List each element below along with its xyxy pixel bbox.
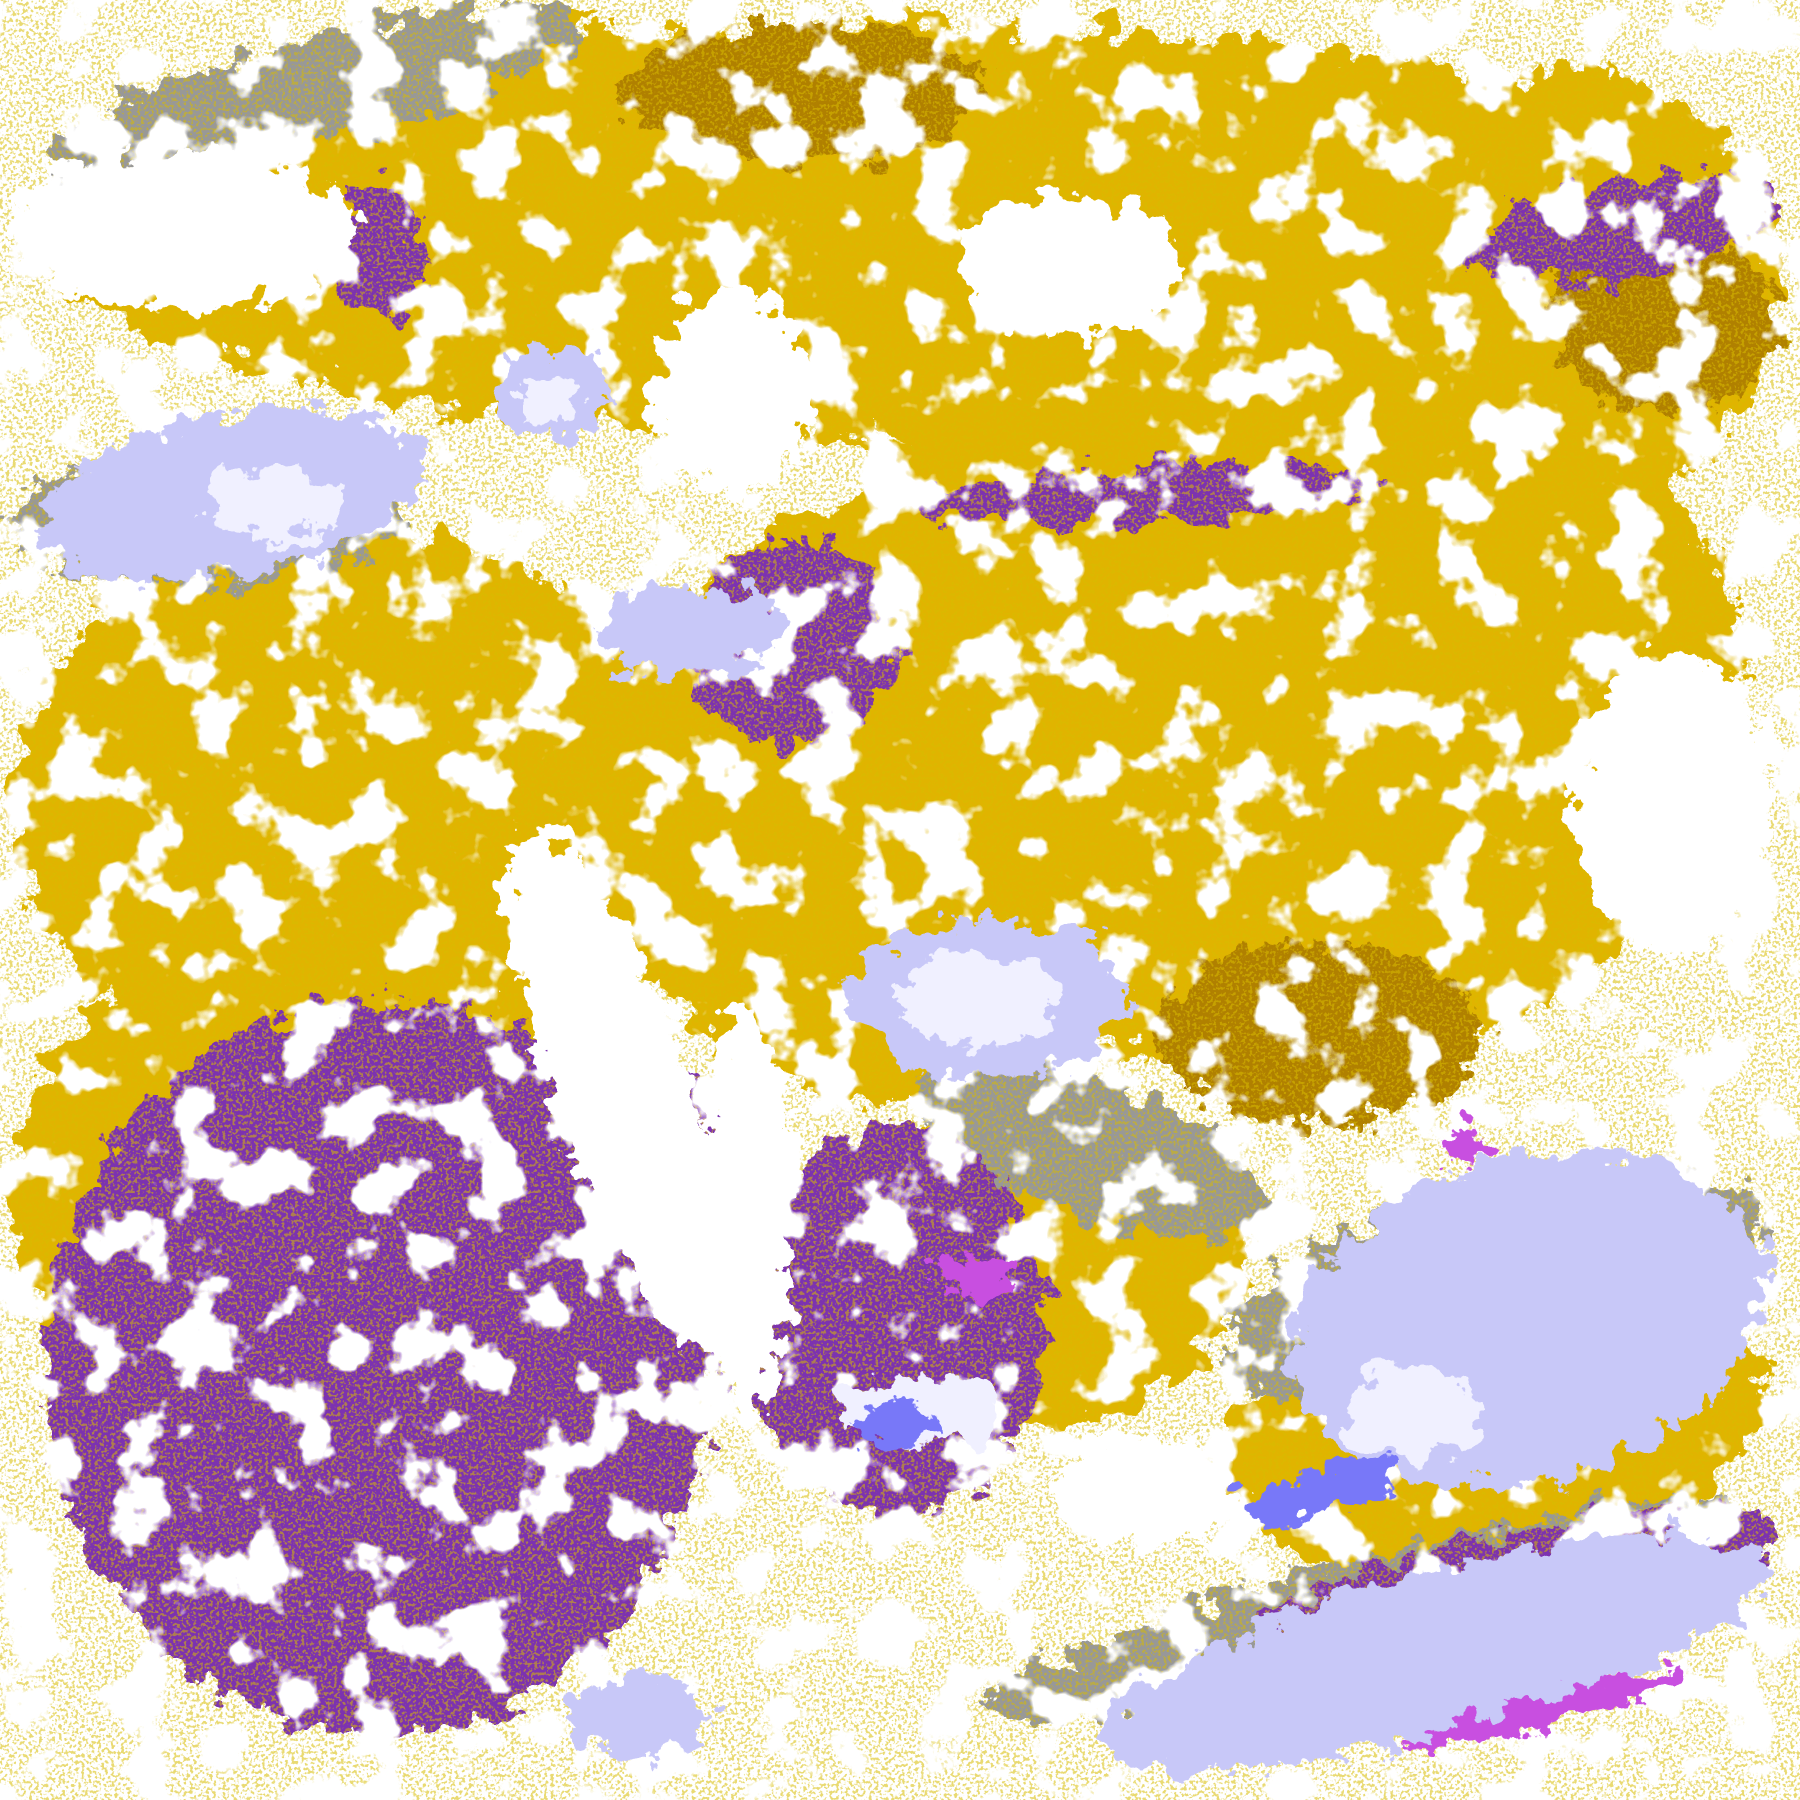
magenta-cloud-region [1440, 1130, 1499, 1166]
magenta-cloud-region [941, 1251, 1011, 1298]
pale-cloud-region [522, 373, 580, 420]
lavender-cloud-region [573, 1676, 712, 1757]
clear-sky-region [1572, 654, 1780, 953]
clear-sky-region [11, 149, 356, 310]
clear-sky-region [700, 1010, 793, 1424]
clear-sky-region [654, 286, 816, 494]
pale-cloud-region [1343, 1366, 1481, 1458]
blue-cloud-region [1242, 1461, 1398, 1523]
magenta-cloud-region [1416, 1671, 1683, 1750]
blue-cloud-region [849, 1400, 942, 1447]
lavender-cloud-region [596, 585, 781, 678]
lavender-cloud-region [1101, 1534, 1769, 1772]
pale-cloud-region [895, 952, 1057, 1045]
clear-sky-region [505, 830, 735, 1351]
clear-sky-region [1056, 1434, 1240, 1550]
clear-sky-region [952, 195, 1183, 333]
pale-cloud-region [206, 470, 345, 540]
